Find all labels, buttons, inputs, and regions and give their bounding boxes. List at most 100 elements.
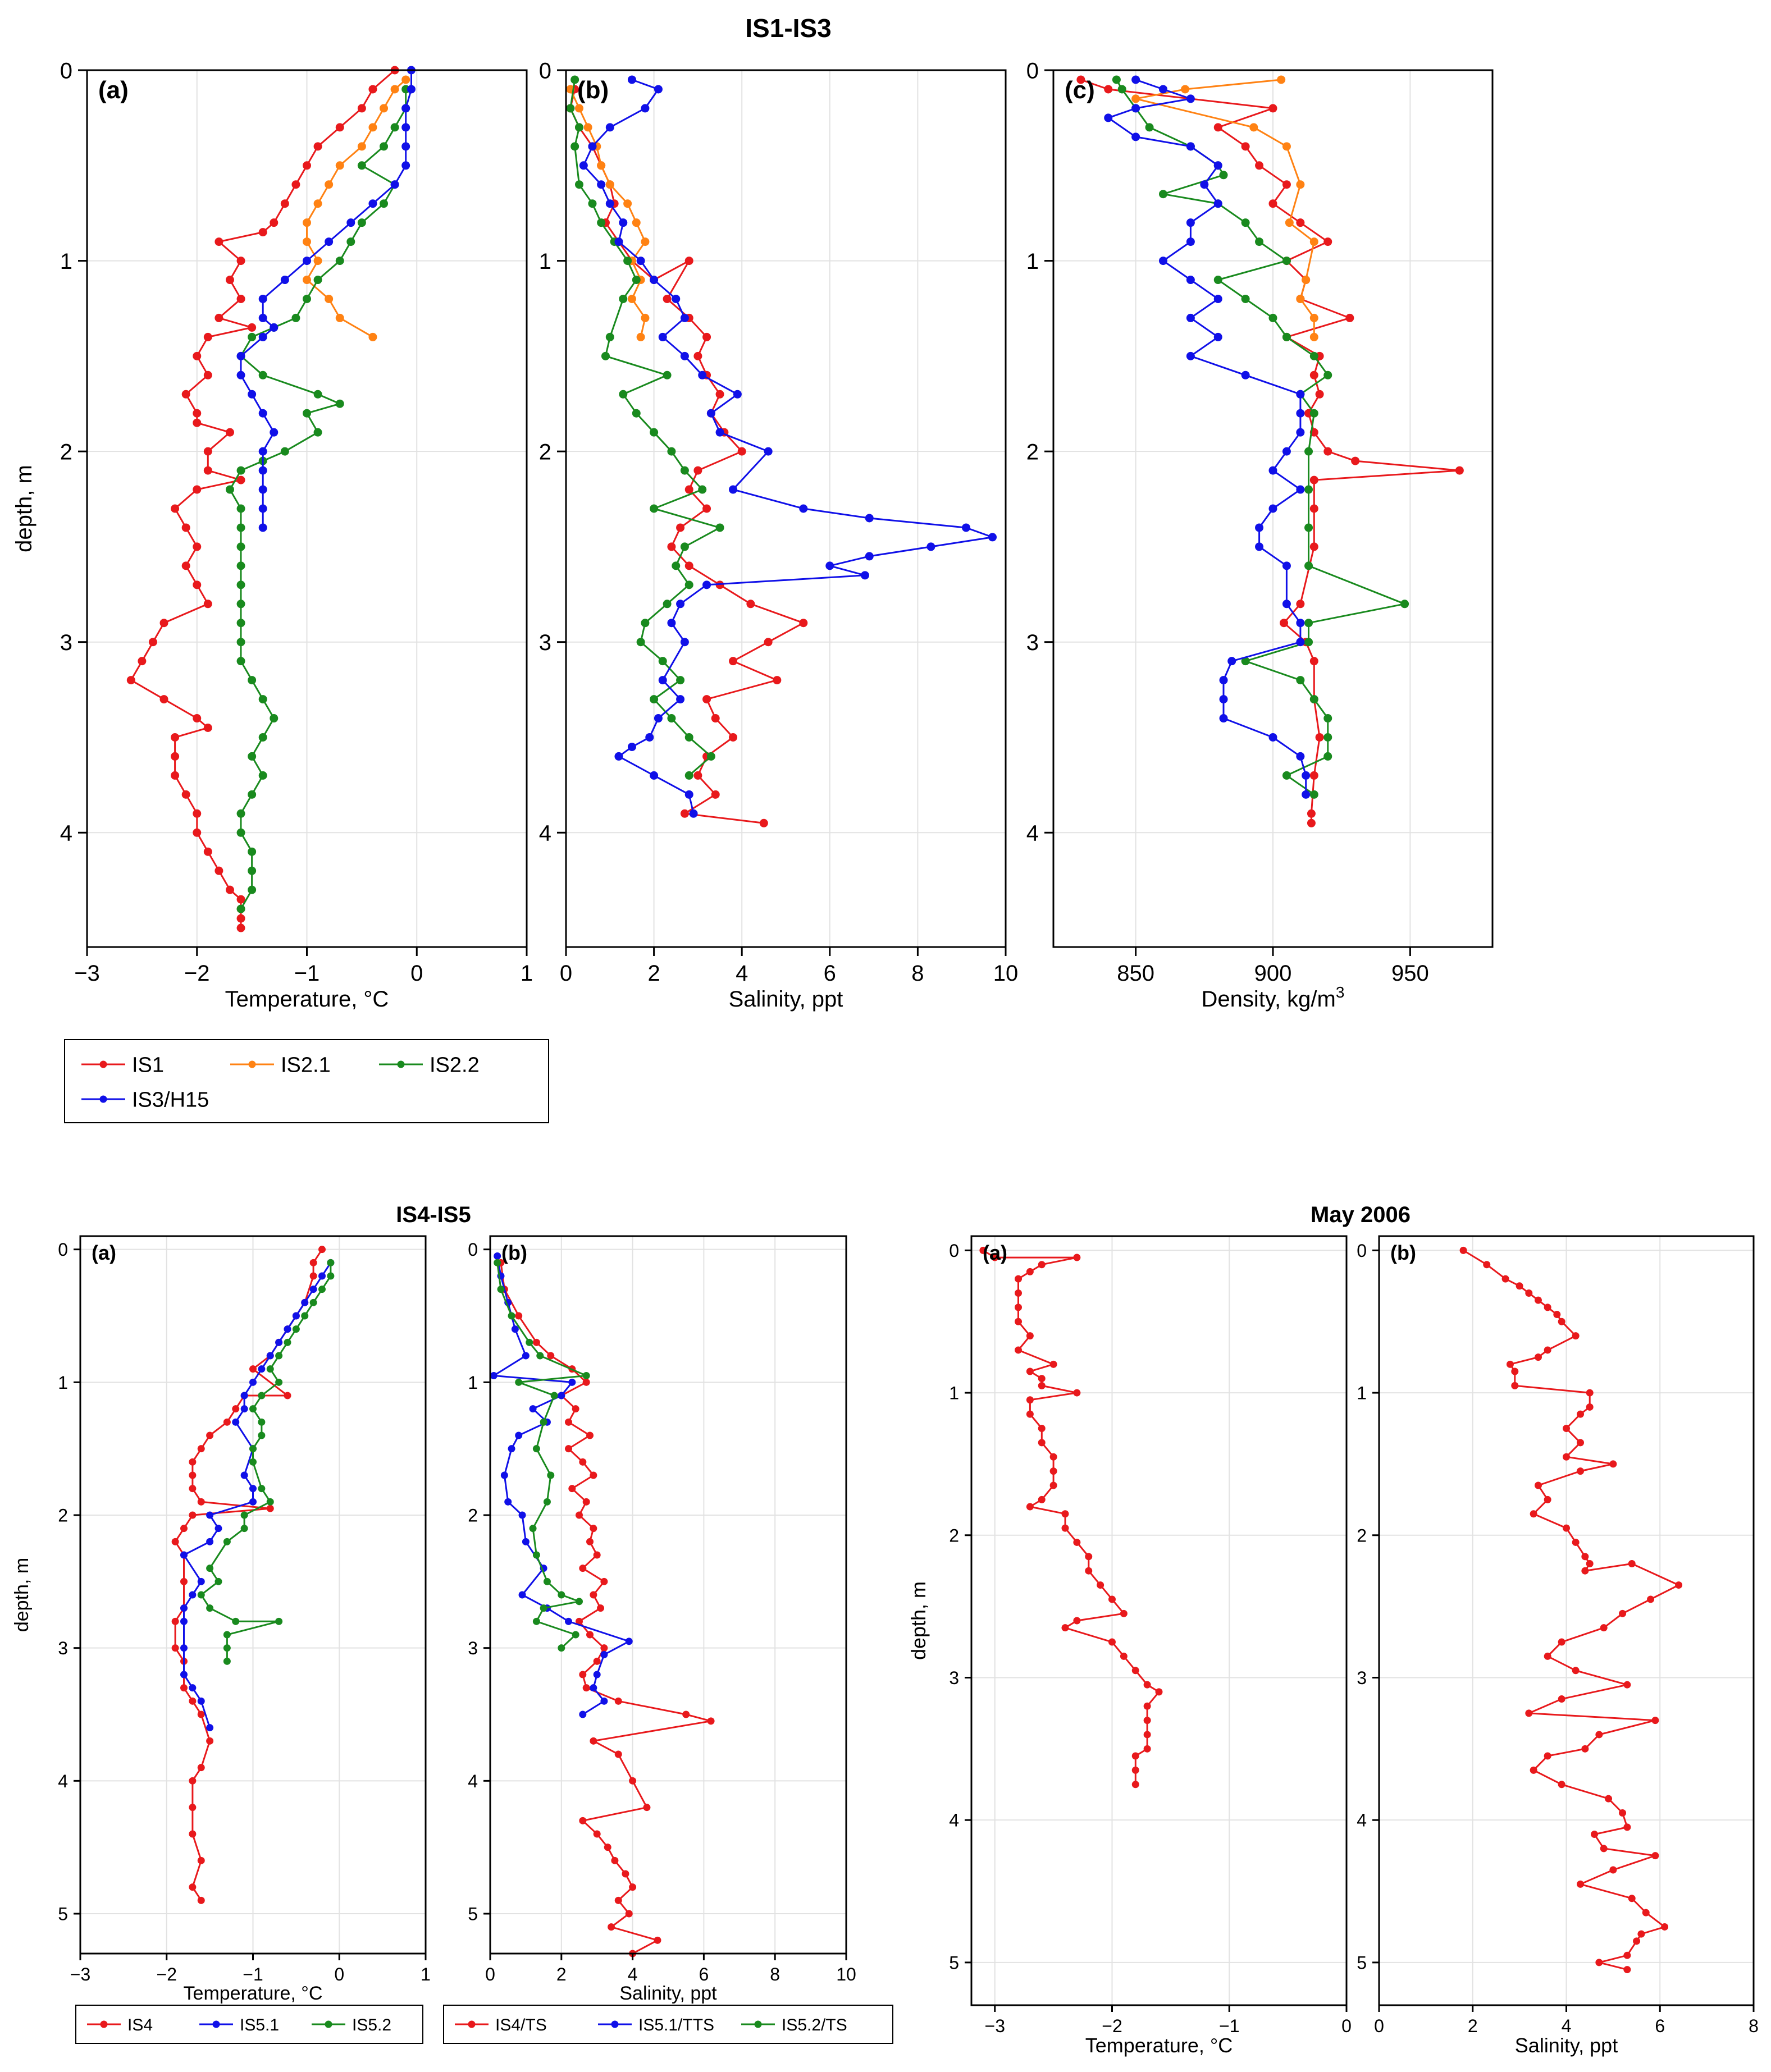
data-point (693, 351, 702, 360)
data-point (684, 733, 693, 742)
data-point (335, 313, 344, 322)
data-point (240, 1392, 248, 1399)
y-tick-label: 2 (1357, 1525, 1367, 1545)
data-point (991, 1254, 999, 1261)
data-point (203, 847, 212, 856)
data-point (1309, 657, 1318, 666)
legend-1: IS1 IS2.1 IS2.2 IS3/H15 (64, 1039, 549, 1123)
data-point (680, 351, 689, 360)
data-point (1309, 542, 1318, 551)
data-point (1241, 218, 1250, 227)
x-tick-label: −1 (294, 961, 320, 986)
data-point (529, 1525, 537, 1533)
data-point (1181, 85, 1190, 94)
data-point (574, 180, 583, 189)
y-tick-label: 2 (949, 1525, 959, 1545)
data-point (223, 1631, 231, 1639)
data-point (601, 351, 610, 360)
data-point (1038, 1382, 1046, 1389)
y-tick-label: 3 (58, 1638, 68, 1658)
data-point (236, 371, 245, 379)
data-point (702, 695, 711, 704)
data-point (1591, 1831, 1599, 1838)
data-point (197, 1697, 205, 1705)
axes-frame (970, 1235, 1348, 2006)
data-point (327, 1272, 335, 1280)
data-point (1530, 1766, 1537, 1774)
axes-frame (565, 69, 1007, 948)
data-point (1563, 1425, 1570, 1432)
data-point (193, 409, 202, 418)
series-is3-h15 (1104, 75, 1311, 799)
data-point (597, 180, 606, 189)
legend-entry: IS5.2 (312, 2016, 391, 2034)
data-point (1619, 1809, 1627, 1817)
data-point (280, 276, 289, 285)
data-point (1213, 161, 1222, 170)
data-point (223, 1657, 231, 1665)
data-point (1577, 1880, 1585, 1888)
data-point (223, 1418, 231, 1426)
legend-swatch-marker (611, 2020, 619, 2028)
data-point (266, 1504, 274, 1512)
data-point (590, 1471, 597, 1479)
legend-entry: IS4 (87, 2016, 153, 2034)
data-point (706, 752, 715, 761)
data-point (335, 161, 344, 170)
y-tick-label: 0 (60, 58, 72, 83)
data-point (1455, 466, 1464, 475)
y-tick-label: 3 (539, 630, 551, 655)
x-tick-label: 950 (1391, 961, 1429, 986)
data-point (1143, 1702, 1151, 1710)
data-point (292, 1312, 300, 1320)
data-point (1219, 714, 1228, 723)
data-point (1309, 351, 1318, 360)
data-point (189, 1485, 197, 1493)
data-point (193, 542, 202, 551)
data-point (579, 1817, 587, 1824)
data-point (689, 809, 698, 818)
data-point (518, 1591, 526, 1599)
data-point (658, 657, 667, 666)
x-axis-label: Salinity, ppt (729, 987, 843, 1012)
data-point (346, 237, 355, 246)
data-point (684, 580, 693, 589)
data-point (335, 399, 344, 408)
data-point (1309, 504, 1318, 513)
data-point (1605, 1795, 1613, 1803)
data-point (733, 390, 742, 399)
data-point (313, 257, 322, 266)
data-point (291, 180, 300, 189)
data-point (197, 1896, 205, 1904)
data-point (1558, 1781, 1565, 1789)
data-point (500, 1471, 508, 1479)
data-point (1506, 1360, 1514, 1368)
data-point (1296, 485, 1305, 494)
data-point (197, 1498, 205, 1506)
data-point (258, 1365, 266, 1373)
data-point (715, 523, 724, 532)
data-point (258, 409, 267, 418)
data-point (547, 1352, 555, 1360)
data-point (515, 1378, 523, 1386)
y-tick-label: 0 (1026, 58, 1039, 83)
data-point (622, 1870, 629, 1878)
data-point (605, 199, 614, 208)
data-point (214, 1525, 222, 1533)
data-point (248, 390, 257, 399)
data-point (672, 561, 681, 570)
data-point (574, 123, 583, 132)
data-point (532, 1445, 540, 1453)
data-point (1159, 190, 1167, 199)
panel-7: 0 2 4 6 8 0 1 2 3 4 5 (b) Salinity, ppt (1357, 1235, 1759, 2057)
data-point (682, 1710, 690, 1718)
data-point (1400, 600, 1409, 609)
data-point (206, 1511, 214, 1519)
data-point (180, 1617, 188, 1625)
data-point (303, 218, 311, 227)
data-point (380, 199, 389, 208)
data-point (232, 1617, 240, 1625)
data-point (586, 1431, 594, 1439)
group1-title: IS1-IS3 (745, 13, 831, 43)
